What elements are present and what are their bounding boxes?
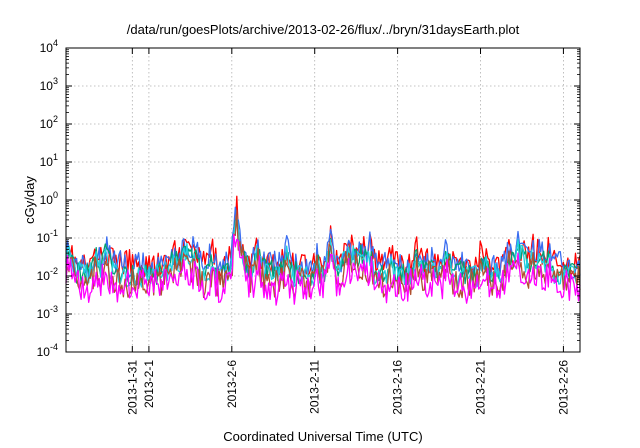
ticks: [66, 47, 580, 353]
y-tick-label-exponent: -4: [50, 342, 58, 352]
y-tick-label: 10-1: [37, 228, 58, 245]
y-tick-label-exponent: 0: [53, 190, 58, 200]
x-tick-label: 2013-2-16: [391, 360, 405, 415]
x-tick-label: 2013-2-21: [474, 360, 488, 415]
y-tick-label-base: 10: [40, 193, 54, 207]
y-tick-label-base: 10: [37, 231, 51, 245]
y-tick-label-exponent: -1: [50, 228, 58, 238]
y-tick-label-exponent: 1: [53, 152, 58, 162]
y-tick-label-base: 10: [37, 269, 51, 283]
chart-title: /data/run/goesPlots/archive/2013-02-26/f…: [127, 22, 520, 37]
y-tick-label-base: 10: [40, 155, 54, 169]
y-tick-label: 102: [40, 114, 58, 131]
x-tick-label: 2013-2-11: [308, 360, 322, 414]
y-tick-label: 101: [40, 152, 58, 169]
x-tick-label: 2013-2-1: [142, 360, 156, 408]
y-tick-label-exponent: 2: [53, 114, 58, 124]
y-tick-label: 104: [40, 38, 58, 55]
y-tick-label: 10-3: [37, 304, 58, 321]
y-tick-label: 103: [40, 76, 58, 93]
x-tick-label: 2013-2-6: [225, 360, 239, 408]
y-tick-label-base: 10: [40, 79, 54, 93]
grid: [66, 48, 580, 352]
series-line: [65, 233, 581, 306]
y-tick-label: 100: [40, 190, 58, 207]
y-tick-label-base: 10: [40, 117, 54, 131]
x-tick-labels: 2013-1-31 2013-2-1 2013-2-6 2013-2-11 2013-2…: [125, 360, 570, 415]
y-tick-label: 10-2: [37, 266, 58, 283]
y-tick-label-exponent: 3: [53, 76, 58, 86]
y-tick-label-exponent: 4: [53, 38, 58, 48]
y-tick-label: 10-4: [37, 342, 58, 359]
plot-series: [65, 195, 581, 306]
y-tick-label-exponent: -3: [50, 304, 58, 314]
y-axis-label: cGy/day: [22, 176, 37, 224]
y-tick-label-base: 10: [37, 307, 51, 321]
y-tick-label-exponent: -2: [50, 266, 58, 276]
y-tick-label-base: 10: [37, 345, 51, 359]
x-axis-label: Coordinated Universal Time (UTC): [223, 429, 422, 444]
x-tick-label: 2013-2-26: [556, 360, 570, 415]
x-tick-label: 2013-1-31: [125, 360, 139, 415]
y-tick-label-base: 10: [40, 41, 54, 55]
